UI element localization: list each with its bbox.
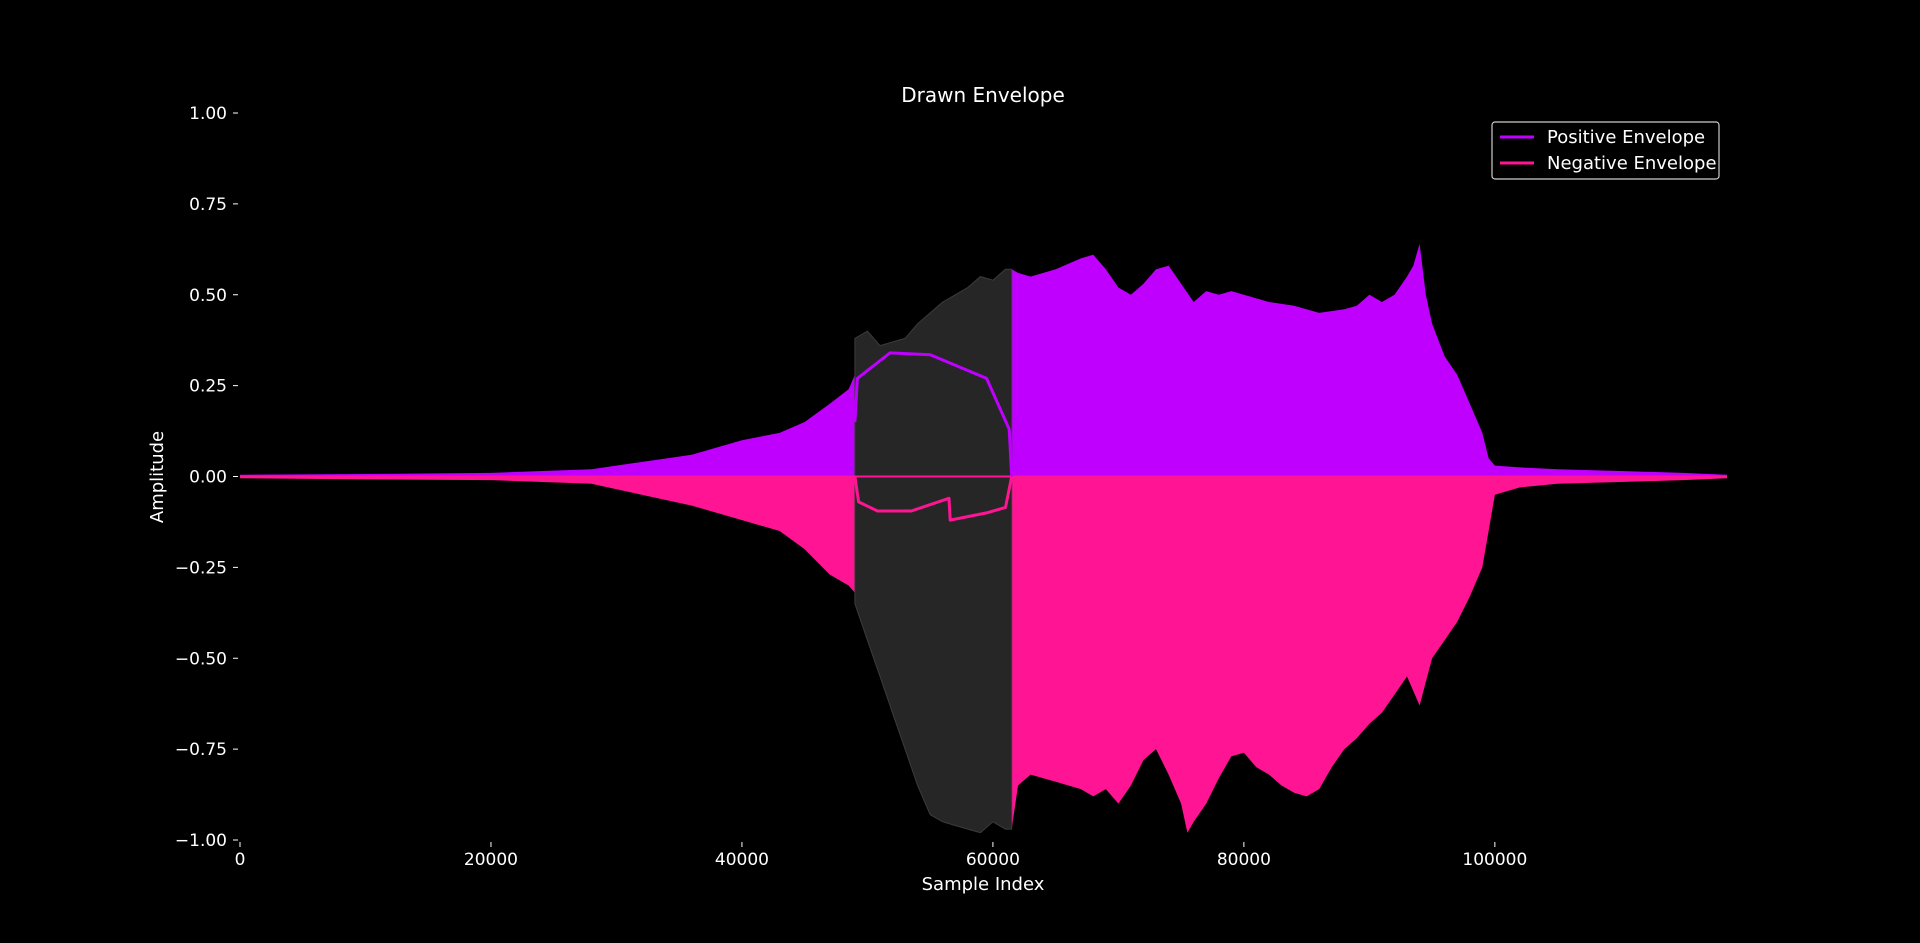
y-tick-label: −0.50 [175, 649, 227, 669]
plot-area[interactable] [240, 113, 1727, 840]
chart-title: Drawn Envelope [901, 83, 1065, 107]
legend: Positive Envelope Negative Envelope [1491, 121, 1720, 180]
x-tick-label: 100000 [1462, 850, 1527, 870]
legend-label-positive: Positive Envelope [1547, 127, 1705, 148]
legend-box [1491, 121, 1720, 180]
y-tick-label: 0.50 [189, 286, 227, 306]
x-tick-label: 0 [235, 850, 246, 870]
x-tick-label: 40000 [715, 850, 769, 870]
x-axis-label: Sample Index [922, 874, 1045, 895]
y-tick-label: 0.75 [189, 195, 227, 215]
envelope-lines [853, 351, 1014, 522]
y-tick-label: −0.25 [175, 558, 227, 578]
envelope-line-0 [853, 351, 1014, 477]
y-tick-label: −1.00 [175, 831, 227, 851]
x-tick-label: 20000 [464, 850, 518, 870]
selection-waveform [854, 268, 1013, 834]
x-axis: 0 20000 40000 60000 80000 100000 [235, 842, 1527, 870]
y-tick-label: 1.00 [189, 104, 227, 124]
y-tick-label: 0.00 [189, 468, 227, 488]
y-tick-label: −0.75 [175, 740, 227, 760]
y-axis: 1.00 0.75 0.50 0.25 0.00 −0.25 −0.50 −0.75 −1.00 [175, 104, 238, 851]
x-tick-label: 80000 [1217, 850, 1271, 870]
legend-label-negative: Negative Envelope [1547, 153, 1717, 174]
y-axis-label: Amplitude [147, 431, 168, 523]
y-tick-label: 0.25 [189, 377, 227, 397]
envelope-line-1 [853, 476, 1014, 522]
x-tick-label: 60000 [966, 850, 1020, 870]
